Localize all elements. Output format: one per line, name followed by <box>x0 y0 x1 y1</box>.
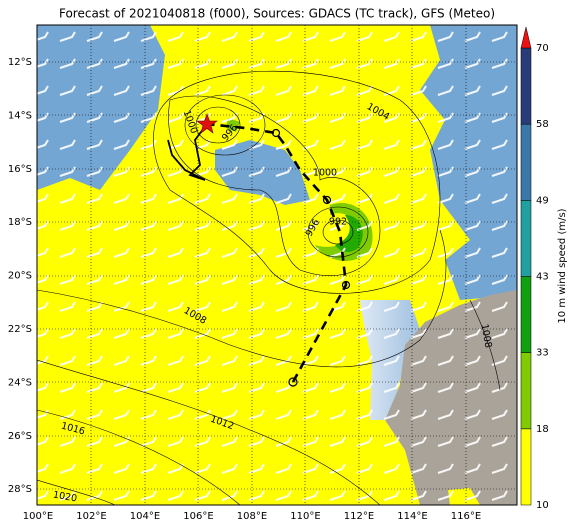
forecast-track <box>206 122 348 383</box>
isobar-label: 992 <box>329 217 347 228</box>
lat-label: 18°S <box>8 217 32 228</box>
colorbar-segment <box>520 47 532 125</box>
colorbar-label: 10 m wind speed (m/s) <box>557 208 568 323</box>
isobar-label: 1020 <box>52 489 78 504</box>
lat-label: 16°S <box>8 164 32 175</box>
colorbar-tick: 70 <box>536 43 549 54</box>
lon-label: 100°E <box>23 511 53 522</box>
colorbar-tick: 33 <box>536 348 549 359</box>
past-track <box>167 123 208 181</box>
graticule <box>37 25 517 505</box>
colorbar-tick: 58 <box>536 119 549 130</box>
isobars <box>37 70 501 505</box>
lon-label: 114°E <box>397 511 427 522</box>
current-position <box>196 113 218 134</box>
lon-label: 112°E <box>344 511 374 522</box>
wind-barbs <box>37 25 517 505</box>
colorbar-tick: 43 <box>536 272 549 283</box>
map-title: Forecast of 2021040818 (f000), Sources: … <box>59 7 495 21</box>
track-point <box>341 280 351 290</box>
colorbar-segment <box>520 276 532 353</box>
lon-label: 102°E <box>76 511 106 522</box>
colorbar-tick: 49 <box>536 195 549 206</box>
lat-label: 20°S <box>8 271 32 282</box>
lat-label: 28°S <box>8 484 32 495</box>
lon-label: 110°E <box>290 511 320 522</box>
lat-label: 14°S <box>8 110 32 121</box>
lon-label: 106°E <box>183 511 213 522</box>
colorbar-segment <box>520 352 532 430</box>
track-point <box>271 128 281 138</box>
colorbar-extension <box>520 26 532 49</box>
colorbar-segment <box>520 200 532 277</box>
lat-label: 24°S <box>8 377 32 388</box>
colorbar-segment <box>520 428 532 506</box>
colorbar-segment <box>520 123 532 201</box>
map-frame <box>36 24 518 506</box>
isobar-label: 1008 <box>478 323 493 349</box>
lat-label: 26°S <box>8 431 32 442</box>
track-point <box>322 195 332 205</box>
colorbar: 10 18 33 43 49 58 70 <box>520 26 549 511</box>
isobar-label: 1000 <box>313 168 337 179</box>
lat-label: 22°S <box>8 324 32 335</box>
lon-label: 104°E <box>130 511 160 522</box>
lat-label: 12°S <box>8 57 32 68</box>
colorbar-tick: 10 <box>536 500 549 511</box>
colorbar-tick: 18 <box>536 424 549 435</box>
lon-label: 116°E <box>451 511 481 522</box>
track-point <box>288 377 298 387</box>
latitude-labels: 12°S 14°S 16°S 18°S 20°S 22°S 24°S 26°S 28°S <box>8 57 32 495</box>
longitude-labels: 100°E 102°E 104°E 106°E 108°E 110°E 112°E 114°E… <box>23 511 481 522</box>
map-area: 1004 1000 996 992 1008 1012 1016 1020 10… <box>37 25 517 505</box>
lon-label: 108°E <box>237 511 267 522</box>
